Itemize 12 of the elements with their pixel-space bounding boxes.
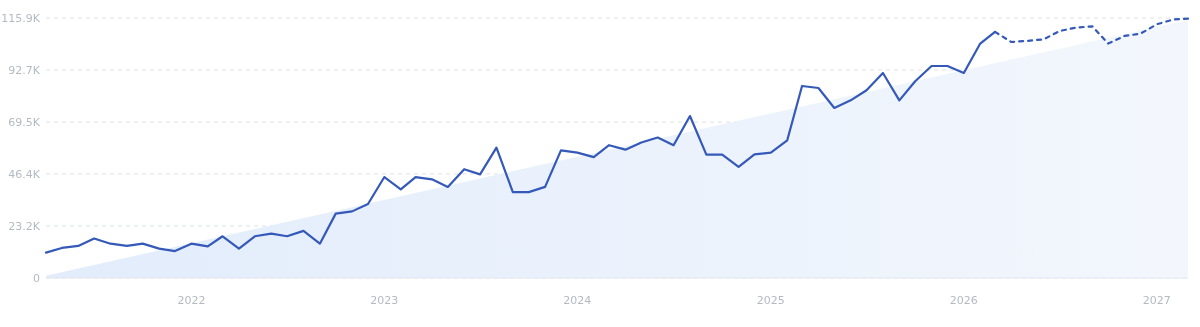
x-tick-label: 2025 [756,294,785,307]
y-tick-label: 23.2K [8,219,41,233]
x-tick-label: 2024 [563,294,592,307]
y-tick-label: 115.9K [1,11,41,25]
x-tick-label: 2026 [949,294,978,307]
x-tick-label: 2027 [1142,294,1171,307]
y-tick-label: 46.4K [8,167,41,181]
y-tick-label: 92.7K [8,63,41,77]
y-tick-label: 0 [33,271,40,285]
x-tick-label: 2023 [370,294,399,307]
x-tick-label: 2022 [177,294,206,307]
y-tick-label: 69.5K [8,115,41,129]
